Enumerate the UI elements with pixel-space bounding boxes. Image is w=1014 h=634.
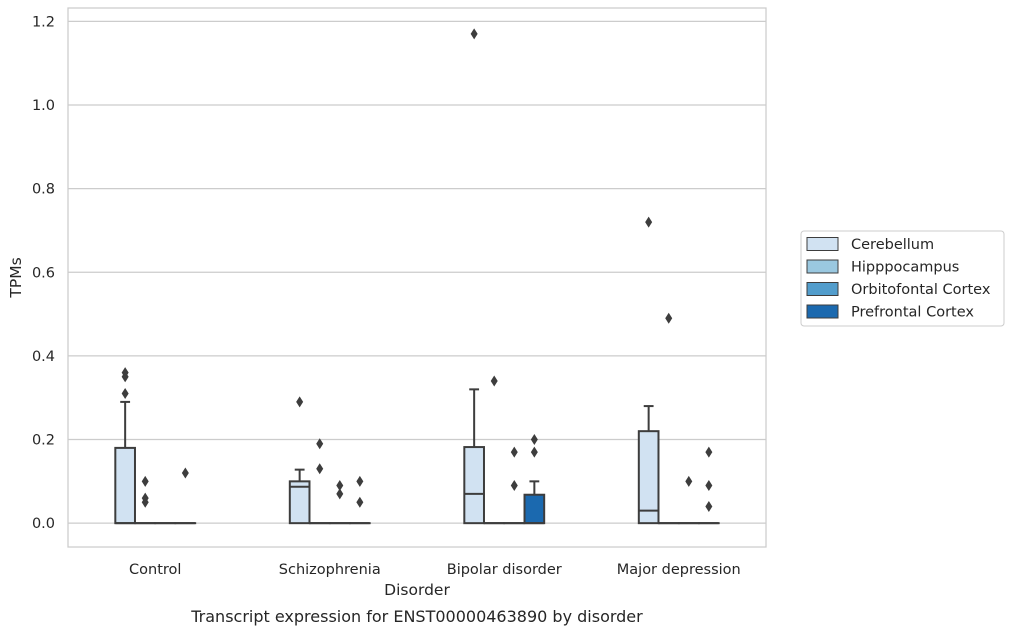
outlier-point (336, 480, 344, 492)
outlier-point (705, 480, 713, 492)
plot-frame (67, 7, 767, 548)
legend-swatch (806, 282, 839, 296)
outlier-point (316, 438, 324, 450)
x-tick-label: Major depression (617, 562, 741, 578)
x-tick-labels: Control Schizophrenia Bipolar disorder Majo… (129, 562, 741, 578)
y-tick-label: 0.0 (32, 516, 55, 532)
legend-label: Hipppocampus (851, 260, 959, 276)
outlier-point (705, 500, 713, 512)
outlier-point (685, 475, 693, 487)
legend-label: Orbitofontal Cortex (851, 282, 991, 298)
x-tick-label: Control (129, 562, 181, 578)
box-group (483, 375, 506, 525)
outlier-point (705, 446, 713, 458)
x-tick-label: Bipolar disorder (447, 562, 562, 578)
chart-caption: Transcript expression for ENST0000046389… (190, 607, 643, 626)
box-rect (114, 446, 136, 525)
box-group (114, 367, 136, 525)
outlier-point (181, 467, 189, 479)
outlier-point (141, 475, 149, 487)
y-tick-label: 1.2 (32, 14, 55, 30)
x-axis-label: Disorder (384, 581, 450, 599)
outlier-point (530, 446, 538, 458)
box-group (328, 480, 351, 525)
y-tick-label: 0.8 (32, 182, 55, 198)
outlier-point (336, 488, 344, 500)
legend-label: Prefrontal Cortex (851, 305, 974, 321)
legend-frame (800, 230, 1005, 327)
outlier-point (510, 480, 518, 492)
y-tick-labels: 0.0 0.2 0.4 0.6 0.8 1.0 1.2 (32, 14, 55, 532)
outlier-point (645, 216, 653, 228)
box-group (134, 475, 157, 525)
box-group (349, 475, 371, 525)
box-group (637, 216, 660, 525)
box-group (698, 446, 720, 525)
box-group (523, 434, 546, 525)
box-group (463, 28, 485, 525)
outlier-point (121, 388, 129, 400)
x-tick-label: Schizophrenia (279, 562, 381, 578)
outlier-point (121, 367, 129, 379)
y-tick-label: 0.6 (32, 265, 55, 281)
box-group (174, 467, 197, 525)
legend: Cerebellum Hipppocampus Orbitofontal Corte… (800, 230, 1005, 327)
box-rect (637, 430, 660, 525)
y-tick-label: 0.4 (32, 349, 55, 365)
outlier-point (141, 492, 149, 504)
outlier-point (665, 312, 673, 324)
outlier-point (316, 463, 324, 475)
outlier-point (470, 28, 478, 40)
box-rect (463, 446, 485, 525)
y-tick-label: 1.0 (32, 98, 55, 114)
legend-label: Cerebellum (851, 237, 934, 253)
outlier-point (530, 434, 538, 446)
legend-swatch (806, 259, 839, 274)
y-axis-label: TPMs (7, 257, 25, 298)
box-rect (523, 493, 546, 525)
outlier-point (356, 475, 364, 487)
box-rect (288, 480, 311, 525)
y-tick-label: 0.2 (32, 433, 55, 449)
outlier-point (296, 396, 304, 408)
box-group (308, 438, 331, 525)
outlier-point (356, 496, 364, 508)
legend-swatch (806, 237, 839, 251)
box-plot-marks (114, 28, 720, 525)
outlier-point (490, 375, 498, 387)
legend-swatch (806, 304, 839, 319)
box-group (503, 446, 526, 525)
box-group (288, 396, 311, 525)
y-gridlines (68, 20, 766, 524)
outlier-point (510, 446, 518, 458)
box-group (657, 312, 680, 525)
box-group (677, 475, 700, 525)
